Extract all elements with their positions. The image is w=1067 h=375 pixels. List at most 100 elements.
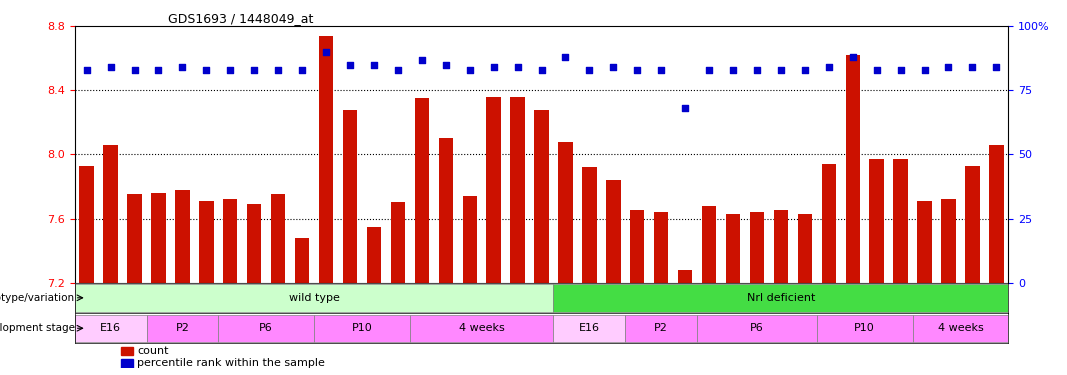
Point (270, 67, 287, 73)
Bar (343, 110, 357, 283)
Bar (122, 359, 132, 368)
Text: development stage: development stage (0, 323, 75, 333)
Point (318, 49, 335, 55)
Point (365, 62, 382, 68)
Text: P6: P6 (259, 323, 273, 333)
Bar (678, 270, 692, 283)
Point (509, 64, 526, 70)
FancyBboxPatch shape (410, 315, 554, 342)
Text: P2: P2 (175, 323, 189, 333)
Point (557, 54, 574, 60)
Text: E16: E16 (579, 323, 600, 333)
Point (102, 64, 120, 70)
Text: 4 weeks: 4 weeks (938, 323, 984, 333)
Bar (391, 202, 405, 283)
Point (174, 64, 191, 70)
Point (724, 67, 742, 73)
Bar (152, 193, 165, 283)
Text: count: count (138, 346, 169, 356)
FancyBboxPatch shape (554, 284, 1008, 312)
Text: percentile rank within the sample: percentile rank within the sample (138, 358, 325, 368)
FancyBboxPatch shape (697, 315, 817, 342)
Text: P6: P6 (750, 323, 764, 333)
Bar (487, 97, 500, 283)
Point (869, 67, 886, 73)
Bar (462, 196, 477, 283)
Point (796, 67, 813, 73)
Bar (510, 97, 525, 283)
Bar (319, 36, 333, 283)
Bar (294, 238, 309, 283)
Bar (966, 166, 980, 283)
FancyBboxPatch shape (146, 315, 219, 342)
Point (605, 64, 622, 70)
FancyBboxPatch shape (219, 315, 314, 342)
Text: E16: E16 (100, 323, 121, 333)
Point (222, 67, 239, 73)
Point (701, 67, 718, 73)
Text: genotype/variation: genotype/variation (0, 293, 75, 303)
Bar (223, 199, 238, 283)
Bar (200, 201, 213, 283)
Bar (606, 180, 621, 283)
Point (532, 67, 551, 73)
Text: GDS1693 / 1448049_at: GDS1693 / 1448049_at (169, 12, 314, 25)
Point (413, 57, 430, 63)
Point (748, 67, 765, 73)
Bar (750, 212, 764, 283)
Text: wild type: wild type (289, 293, 339, 303)
Bar (702, 206, 716, 283)
Bar (989, 145, 1004, 283)
Bar (893, 159, 908, 283)
Text: Nrl deficient: Nrl deficient (747, 293, 815, 303)
Text: P10: P10 (855, 323, 875, 333)
Point (676, 105, 694, 111)
FancyBboxPatch shape (817, 315, 912, 342)
Bar (870, 159, 883, 283)
Bar (248, 204, 261, 283)
Point (844, 54, 861, 60)
Point (245, 67, 262, 73)
Bar (79, 166, 94, 283)
Bar (367, 226, 381, 283)
Bar (845, 55, 860, 283)
Point (940, 64, 957, 70)
Bar (654, 212, 668, 283)
Bar (558, 142, 573, 283)
Point (964, 64, 981, 70)
Bar (822, 164, 835, 283)
Text: 4 weeks: 4 weeks (459, 323, 505, 333)
Point (341, 62, 359, 68)
Point (78, 67, 95, 73)
Bar (535, 110, 548, 283)
Bar (415, 98, 429, 283)
Point (988, 64, 1005, 70)
Point (389, 67, 407, 73)
Point (293, 67, 310, 73)
Point (150, 67, 168, 73)
Bar (103, 145, 117, 283)
Text: P10: P10 (352, 323, 372, 333)
Text: P2: P2 (654, 323, 668, 333)
Point (126, 67, 143, 73)
Bar (774, 210, 789, 283)
FancyBboxPatch shape (625, 315, 697, 342)
Point (197, 67, 214, 73)
Point (437, 62, 455, 68)
Bar (271, 195, 285, 283)
Point (892, 67, 909, 73)
Bar (631, 210, 644, 283)
Bar (941, 199, 956, 283)
FancyBboxPatch shape (314, 315, 410, 342)
FancyBboxPatch shape (554, 315, 625, 342)
Bar (583, 167, 596, 283)
FancyBboxPatch shape (75, 315, 146, 342)
Point (915, 67, 933, 73)
Bar (726, 214, 740, 283)
Point (773, 67, 790, 73)
Point (485, 64, 503, 70)
Bar (127, 195, 142, 283)
Bar (122, 347, 132, 355)
Point (580, 67, 598, 73)
Bar (918, 201, 931, 283)
